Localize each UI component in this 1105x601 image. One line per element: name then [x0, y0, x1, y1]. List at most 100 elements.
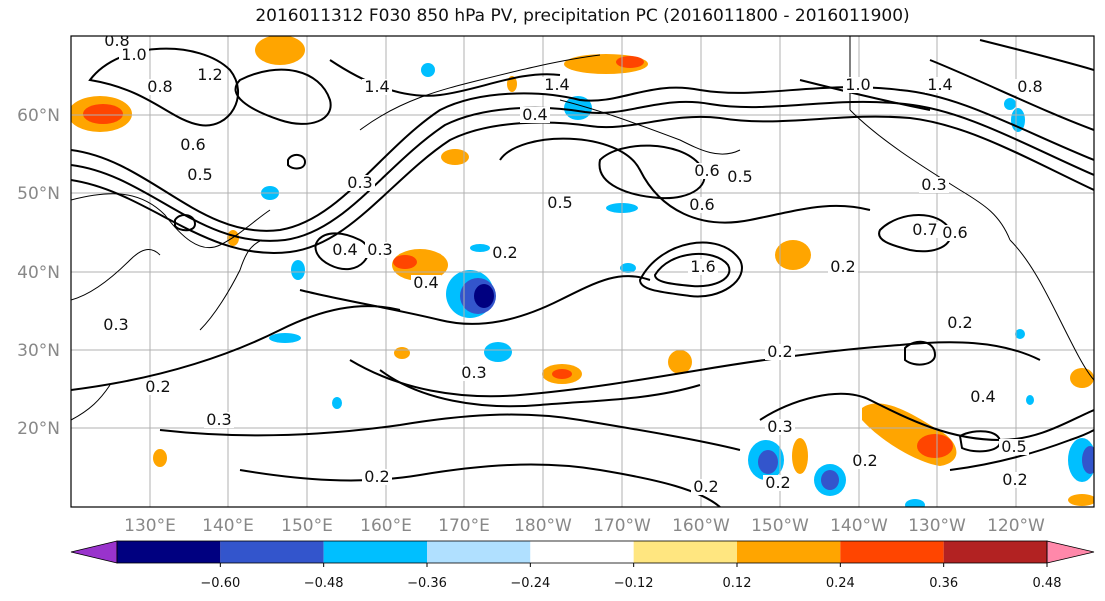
contour-label-bg	[195, 67, 225, 83]
contour-label: 1.0	[121, 45, 146, 64]
contour-label-bg	[691, 479, 721, 495]
pv-contour	[799, 79, 931, 111]
precip-negative	[1026, 395, 1034, 405]
contour-label-bg	[545, 195, 575, 211]
contour-label: 0.6	[942, 223, 967, 242]
contour-label-bg	[945, 315, 975, 331]
contour-label: 0.5	[187, 165, 212, 184]
precip-negative	[1082, 446, 1094, 474]
contour-label-bg	[490, 245, 520, 261]
precip-negative	[291, 260, 305, 280]
pv-contour	[71, 86, 1094, 232]
colorbar	[70, 540, 1095, 564]
colorbar-segment	[427, 541, 531, 563]
contour-label: 0.3	[461, 363, 486, 382]
contour-label-bg	[178, 137, 208, 153]
pv-contour	[929, 59, 1094, 131]
pv-closed-contour	[287, 154, 307, 170]
lon-tick-label: 170°E	[438, 516, 490, 536]
precip-positive	[775, 240, 811, 270]
contour-label-bg	[459, 365, 489, 381]
pv-contour	[239, 463, 721, 507]
contour-label: 0.2	[765, 473, 790, 492]
map-frame	[70, 35, 1095, 508]
contour-label-bg	[910, 222, 940, 238]
contour-label: 1.0	[845, 75, 870, 94]
colorbar-tick-label: 0.48	[1033, 576, 1062, 591]
alaska-panhandle	[849, 109, 1011, 241]
pv-closed-contour	[88, 47, 240, 127]
precip-negative	[1004, 98, 1016, 110]
lat-tick-label: 40°N	[17, 263, 60, 283]
contour-label-bg	[101, 317, 131, 333]
colorbar-tick-label: 0.12	[723, 576, 752, 591]
map-area: 0.81.01.20.8 1.40.41.4 1.0 1.4 0.80.60.5 0.30…	[71, 36, 1094, 507]
contour-label-bg	[692, 163, 722, 179]
na-west-coast	[1009, 239, 1094, 381]
contour-label: 1.6	[690, 257, 715, 276]
precip-negative	[484, 342, 512, 362]
pv-contour	[379, 369, 701, 408]
precip-positive	[668, 350, 692, 374]
contour-label-bg	[411, 275, 441, 291]
pv-contour	[349, 341, 1041, 398]
colorbar-segment	[323, 541, 427, 563]
contour-label-bg	[362, 469, 392, 485]
precip-positive	[153, 449, 167, 467]
pv-contour	[299, 275, 651, 325]
contour-label-bg	[968, 389, 998, 405]
pv-contours	[71, 39, 1094, 507]
contour-label: 0.8	[1017, 77, 1042, 96]
colorbar-extend-min	[70, 540, 118, 564]
contour-label-bg	[185, 167, 215, 183]
pv-contour	[499, 137, 871, 224]
pv-contour	[949, 429, 1094, 471]
contour-label: 0.6	[689, 195, 714, 214]
contour-label-bg	[145, 79, 175, 95]
contour-label-bg	[119, 47, 149, 63]
pv-closed-contour	[638, 241, 743, 298]
precip-negative	[620, 263, 636, 273]
colorbar-segment	[530, 541, 634, 563]
colorbar-tick-label: 0.24	[826, 576, 855, 591]
precip-negative	[905, 499, 925, 507]
lon-tick-label: 140°W	[830, 516, 888, 536]
contour-label-bg	[204, 412, 234, 428]
contour-label-bg	[365, 242, 395, 258]
contour-label-bg	[828, 259, 858, 275]
contour-label: 0.5	[1001, 437, 1026, 456]
precip-negative	[269, 333, 301, 343]
precip-positive-strong	[83, 104, 123, 124]
contour-label-bg	[542, 77, 572, 93]
colorbar-tick-label: −0.36	[407, 576, 447, 591]
contour-label: 1.4	[927, 75, 952, 94]
contour-label-bg	[940, 225, 970, 241]
lon-tick-label: 170°W	[593, 516, 651, 536]
precip-positive	[255, 36, 305, 65]
precip-negative	[332, 397, 342, 409]
precip-positive	[394, 347, 410, 359]
contour-label: 0.6	[180, 135, 205, 154]
precip-positive	[441, 149, 469, 165]
alaska-peninsula	[559, 99, 741, 155]
contour-label-bg	[725, 169, 755, 185]
contour-label: 1.2	[197, 65, 222, 84]
chart-title: 2016011312 F030 850 hPa PV, precipitatio…	[255, 6, 910, 26]
precip-negative-strong	[474, 284, 494, 308]
pv-contour	[759, 392, 1094, 442]
contour-label: 0.2	[693, 477, 718, 496]
precip-shading	[71, 36, 1094, 507]
pv-closed-contour	[234, 68, 332, 125]
contour-label: 0.2	[767, 342, 792, 361]
lat-tick-label: 60°N	[17, 106, 60, 126]
contour-label: 0.2	[145, 377, 170, 396]
colorbar-segment	[943, 541, 1047, 563]
contour-label-bg	[843, 77, 873, 93]
siberia-coast	[359, 54, 601, 131]
lon-tick-label: 160°W	[672, 516, 730, 536]
contour-label: 0.2	[364, 467, 389, 486]
contour-label-bg	[688, 259, 718, 275]
contour-label-bg	[919, 177, 949, 193]
lon-tick-label: 140°E	[202, 516, 254, 536]
contour-label: 0.4	[413, 273, 438, 292]
